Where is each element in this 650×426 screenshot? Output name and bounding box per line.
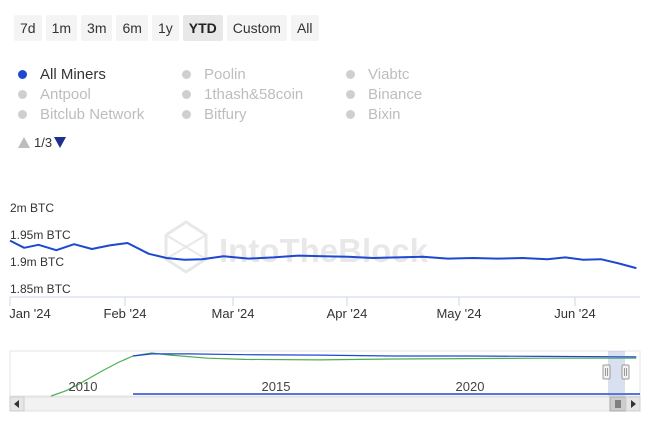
legend-item-binance[interactable]: Binance xyxy=(346,86,422,103)
legend-label: Binance xyxy=(368,86,423,103)
legend-dot-icon xyxy=(18,70,27,79)
x-tick-label: May '24 xyxy=(436,306,481,321)
range-1m-button[interactable]: 1m xyxy=(45,15,78,41)
x-axis: Jan '24 Feb '24 Mar '24 Apr '24 May '24 … xyxy=(9,296,640,321)
navigator-selection[interactable] xyxy=(608,351,625,396)
range-ytd-button[interactable]: YTD xyxy=(182,15,223,41)
legend-label: Antpool xyxy=(40,86,91,103)
navigator-handle-left[interactable] xyxy=(602,364,611,380)
scrollbar-track[interactable] xyxy=(9,396,641,412)
legend-label: Bixin xyxy=(368,106,401,123)
legend-label: Viabtc xyxy=(368,66,410,83)
legend-dot-icon xyxy=(346,90,355,99)
legend-pager: 1/3 xyxy=(18,135,67,150)
navigator-tick-label: 2020 xyxy=(456,379,485,394)
y-axis-labels: 2m BTC 1.95m BTC 1.9m BTC 1.85m BTC xyxy=(10,201,71,296)
series-line-0 xyxy=(9,239,637,270)
navigator-handle-right[interactable] xyxy=(621,364,630,380)
legend-dot-icon xyxy=(182,110,191,119)
legend: All Miners Antpool Bitclub Network Pooli… xyxy=(14,66,444,128)
y-tick-label: 2m BTC xyxy=(10,201,54,215)
x-tick-label: Feb '24 xyxy=(104,306,147,321)
page-down-icon[interactable] xyxy=(54,137,67,148)
scroll-right-button[interactable] xyxy=(625,396,641,412)
navigator-series-0 xyxy=(50,352,637,397)
legend-label: All Miners xyxy=(40,66,106,83)
legend-item-poolin[interactable]: Poolin xyxy=(182,66,246,83)
scrollbar-thumb[interactable] xyxy=(609,396,627,412)
legend-label: Bitfury xyxy=(204,106,247,123)
legend-item-bitfury[interactable]: Bitfury xyxy=(182,106,247,123)
x-tick-label: Jun '24 xyxy=(554,306,596,321)
page-up-icon[interactable] xyxy=(18,137,30,148)
legend-item-viabtc[interactable]: Viabtc xyxy=(346,66,409,83)
navigator: 2010 2015 2020 xyxy=(9,350,641,397)
y-tick-label: 1.95m BTC xyxy=(10,228,71,242)
watermark-text: IntoTheBlock xyxy=(219,232,429,269)
arrow-right-icon xyxy=(631,400,636,408)
legend-item-all-miners[interactable]: All Miners xyxy=(18,66,106,83)
watermark-hexagon-line xyxy=(165,234,207,260)
x-tick-label: Mar '24 xyxy=(212,306,255,321)
scrollbar xyxy=(9,396,641,412)
range-custom-button[interactable]: Custom xyxy=(226,15,287,41)
legend-item-1thash58coin[interactable]: 1thash&58coin xyxy=(182,86,303,103)
legend-dot-icon xyxy=(182,70,191,79)
range-3m-button[interactable]: 3m xyxy=(81,15,113,41)
y-tick-label: 1.85m BTC xyxy=(10,282,71,296)
x-tick-label: Jan '24 xyxy=(9,306,51,321)
range-7d-button[interactable]: 7d xyxy=(14,15,42,41)
legend-dot-icon xyxy=(18,110,27,119)
navigator-series-1 xyxy=(132,353,637,358)
legend-item-bixin[interactable]: Bixin xyxy=(346,106,401,123)
watermark-hexagon-icon xyxy=(164,220,208,274)
scroll-left-button[interactable] xyxy=(9,396,25,412)
range-1y-button[interactable]: 1y xyxy=(151,15,179,41)
pager-text: 1/3 xyxy=(34,135,53,150)
legend-dot-icon xyxy=(346,70,355,79)
navigator-frame xyxy=(9,350,641,397)
watermark-hexagon-line xyxy=(165,234,207,260)
legend-dot-icon xyxy=(182,90,191,99)
legend-label: Poolin xyxy=(204,66,246,83)
legend-label: 1thash&58coin xyxy=(204,86,304,103)
navigator-tick-label: 2010 xyxy=(69,379,98,394)
legend-item-antpool[interactable]: Antpool xyxy=(18,86,91,103)
x-tick-label: Apr '24 xyxy=(327,306,368,321)
legend-dot-icon xyxy=(346,110,355,119)
arrow-left-icon xyxy=(14,400,19,408)
watermark-logo: IntoTheBlock xyxy=(164,220,429,274)
y-tick-label: 1.9m BTC xyxy=(10,255,64,269)
range-6m-button[interactable]: 6m xyxy=(116,15,148,41)
legend-item-bitclub-network[interactable]: Bitclub Network xyxy=(18,106,144,123)
navigator-tick-label: 2015 xyxy=(262,379,291,394)
range-selector: 7d 1m 3m 6m 1y YTD Custom All xyxy=(14,15,319,41)
legend-label: Bitclub Network xyxy=(40,106,145,123)
legend-dot-icon xyxy=(18,90,27,99)
range-all-button[interactable]: All xyxy=(290,15,319,41)
